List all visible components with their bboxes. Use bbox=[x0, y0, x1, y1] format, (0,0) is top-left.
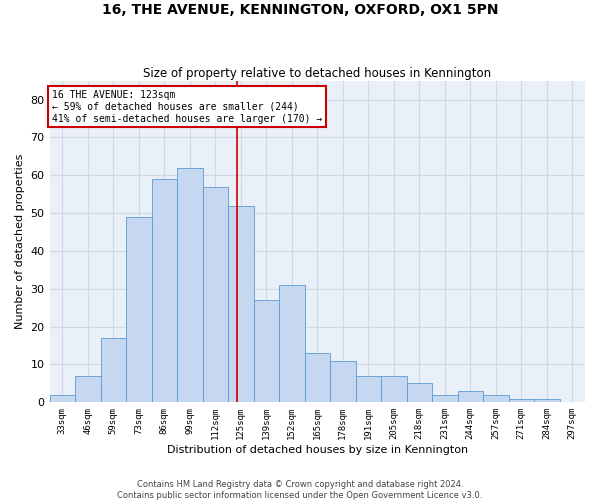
X-axis label: Distribution of detached houses by size in Kennington: Distribution of detached houses by size … bbox=[167, 445, 468, 455]
Bar bbox=[509, 398, 534, 402]
Text: Contains HM Land Registry data © Crown copyright and database right 2024.
Contai: Contains HM Land Registry data © Crown c… bbox=[118, 480, 482, 500]
Bar bbox=[279, 285, 305, 403]
Bar bbox=[203, 186, 228, 402]
Y-axis label: Number of detached properties: Number of detached properties bbox=[15, 154, 25, 329]
Bar bbox=[534, 398, 560, 402]
Bar bbox=[483, 395, 509, 402]
Bar bbox=[381, 376, 407, 402]
Bar bbox=[177, 168, 203, 402]
Text: 16 THE AVENUE: 123sqm
← 59% of detached houses are smaller (244)
41% of semi-det: 16 THE AVENUE: 123sqm ← 59% of detached … bbox=[52, 90, 322, 124]
Text: 16, THE AVENUE, KENNINGTON, OXFORD, OX1 5PN: 16, THE AVENUE, KENNINGTON, OXFORD, OX1 … bbox=[102, 2, 498, 16]
Bar bbox=[126, 217, 152, 402]
Bar bbox=[254, 300, 279, 402]
Bar bbox=[228, 206, 254, 402]
Bar bbox=[330, 360, 356, 403]
Title: Size of property relative to detached houses in Kennington: Size of property relative to detached ho… bbox=[143, 66, 491, 80]
Bar bbox=[305, 353, 330, 403]
Bar bbox=[432, 395, 458, 402]
Bar bbox=[50, 395, 75, 402]
Bar bbox=[407, 384, 432, 402]
Bar bbox=[75, 376, 101, 402]
Bar bbox=[101, 338, 126, 402]
Bar bbox=[152, 179, 177, 402]
Bar bbox=[458, 391, 483, 402]
Bar bbox=[356, 376, 381, 402]
